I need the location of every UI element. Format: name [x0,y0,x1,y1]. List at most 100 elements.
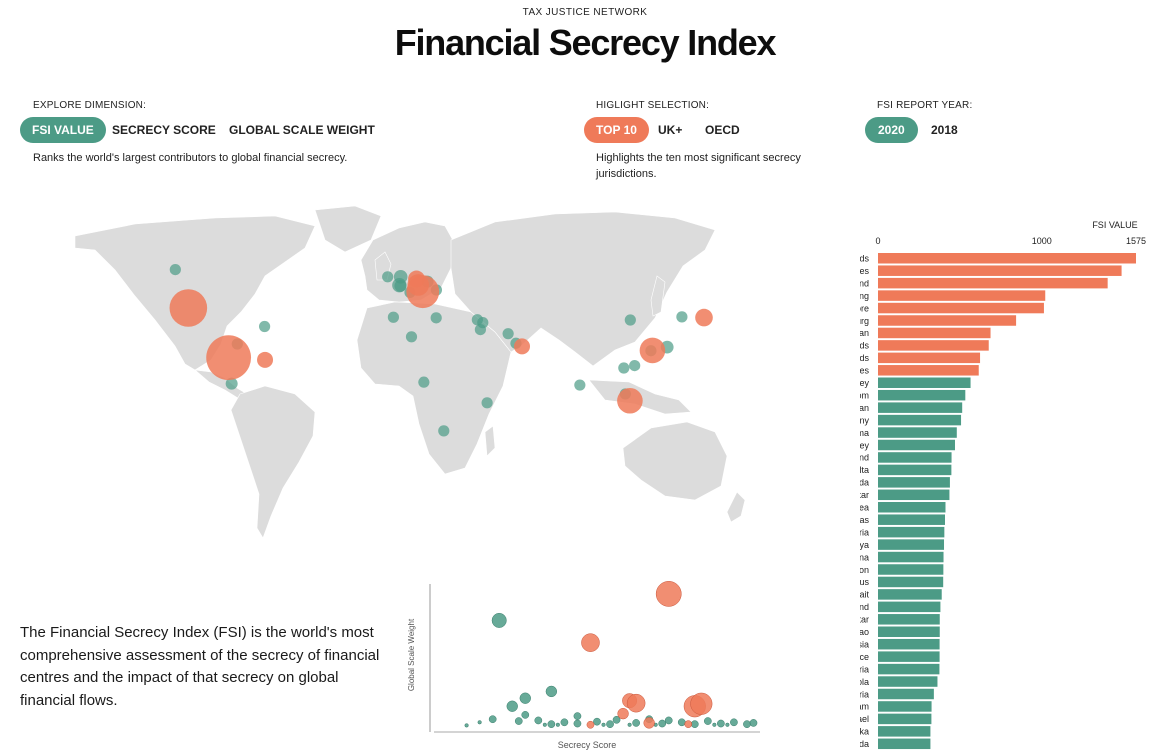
fsi-bar-chart[interactable]: FSI VALUE 0 1000 1575 Cayman Islands United… [860,214,1160,752]
map-bubble[interactable] [257,351,274,368]
scatter-point[interactable] [534,716,543,725]
bar[interactable] [878,638,940,650]
scatter-point[interactable] [743,720,751,728]
map-bubble[interactable] [514,338,530,355]
bar[interactable] [878,452,952,463]
scatter-point[interactable] [506,700,518,712]
scatter-point[interactable] [547,720,556,728]
bar[interactable] [878,601,941,613]
map-bubble[interactable] [169,289,208,327]
scatter-point[interactable] [601,722,606,727]
scatter-point[interactable] [664,716,673,725]
map-bubble[interactable] [471,314,483,326]
bar[interactable] [878,489,950,501]
map-bubble[interactable] [618,362,630,374]
bar[interactable] [878,701,932,712]
bar[interactable] [878,526,945,538]
map-bubble[interactable] [676,311,688,323]
scatter-point[interactable] [717,719,725,728]
scatter-point[interactable] [521,711,530,719]
bar[interactable] [878,253,1136,264]
scatter-point[interactable] [655,581,682,607]
scatter-point[interactable] [477,720,482,725]
bar[interactable] [878,302,1044,314]
bar[interactable] [878,477,950,488]
bar[interactable] [878,365,979,376]
bar[interactable] [878,726,931,737]
map-bubble[interactable] [408,270,425,288]
map-bubble[interactable] [430,312,442,324]
scatter-point[interactable] [703,717,712,725]
map-bubble[interactable] [387,311,400,323]
bar[interactable] [878,676,938,687]
scatter-point[interactable] [617,708,629,720]
bar[interactable] [878,290,1046,301]
map-bubble[interactable] [502,328,514,340]
bar[interactable] [878,614,940,625]
bar[interactable] [878,626,940,638]
bar[interactable] [878,738,931,750]
map-bubble[interactable] [617,387,643,414]
bar[interactable] [878,663,940,675]
bar[interactable] [878,427,957,438]
map-bubble[interactable] [438,425,450,437]
scatter-point[interactable] [677,718,686,727]
map-bubble[interactable] [639,337,666,364]
map-bubble[interactable] [629,360,641,372]
scatter-point[interactable] [581,633,600,652]
bar[interactable] [878,402,963,413]
bar[interactable] [878,340,989,351]
scatter-point[interactable] [573,719,582,728]
map-bubble[interactable] [259,320,271,333]
bar[interactable] [878,389,966,401]
scatter-point[interactable] [632,719,640,727]
map-bubble[interactable] [695,308,713,327]
bar[interactable] [878,589,942,600]
scatter-point[interactable] [690,692,713,715]
scatter-point[interactable] [749,719,758,727]
scatter-point[interactable] [542,722,547,727]
scatter-point[interactable] [712,722,717,727]
bar[interactable] [878,539,945,550]
scatter-point[interactable] [627,722,632,727]
year-option-2020[interactable]: 2020 [865,117,918,143]
bar[interactable] [878,439,955,451]
bar[interactable] [878,327,991,339]
map-bubble[interactable] [474,324,486,336]
map-bubble[interactable] [481,397,493,409]
map-bubble[interactable] [574,379,586,391]
map-bubble[interactable] [394,279,407,292]
scatter-point[interactable] [555,722,560,727]
world-map[interactable] [15,200,795,560]
map-bubble[interactable] [624,314,636,326]
bar[interactable] [878,265,1122,276]
bar[interactable] [878,651,940,662]
bar[interactable] [878,277,1108,289]
map-bubble[interactable] [225,377,238,390]
scatter-point[interactable] [514,717,523,725]
scatter-point[interactable] [690,720,699,728]
dimension-option-secrecy-score[interactable]: SECRECY SCORE [112,123,216,137]
year-option-2018[interactable]: 2018 [931,123,958,137]
bar[interactable] [878,576,944,588]
bar[interactable] [878,377,971,389]
bar[interactable] [878,688,934,700]
map-bubble[interactable] [382,271,394,283]
scatter-point[interactable] [730,718,738,727]
bar[interactable] [878,414,962,426]
highlight-option-oecd[interactable]: OECD [705,123,740,137]
bar[interactable] [878,713,932,725]
scatter-point[interactable] [464,723,469,728]
scatter-point[interactable] [586,720,595,729]
highlight-option-top-10[interactable]: TOP 10 [584,117,649,143]
scatter-point[interactable] [491,612,507,628]
scatter-point[interactable] [612,715,621,724]
scatter-plot[interactable]: Secrecy Score Global Scale Weight [400,566,770,752]
bar[interactable] [878,564,944,575]
scatter-point[interactable] [658,719,667,728]
bar[interactable] [878,551,944,563]
scatter-point[interactable] [725,722,730,727]
dimension-option-fsi-value[interactable]: FSI VALUE [20,117,106,143]
map-bubble[interactable] [206,335,252,381]
scatter-point[interactable] [593,717,601,726]
